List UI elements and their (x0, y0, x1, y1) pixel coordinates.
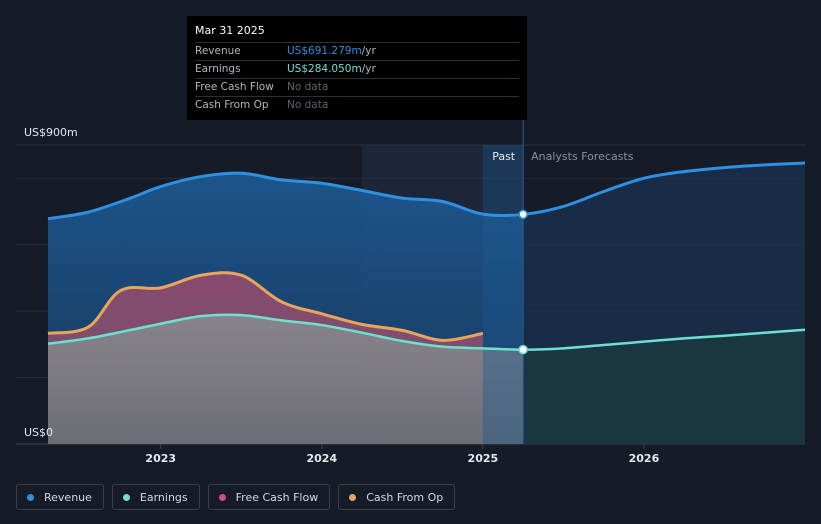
tooltip-label: Cash From Op (195, 99, 269, 111)
legend-dot-icon (27, 493, 34, 501)
tooltip-row-revenue: Revenue US$691.279m /yr (195, 43, 519, 61)
x-tick-label: 2026 (629, 452, 660, 465)
legend-dot-icon (218, 493, 226, 501)
tooltip-label: Revenue (195, 45, 241, 57)
legend-dot-icon (122, 493, 130, 501)
earnings-line (47, 313, 806, 351)
past-label: Past (492, 150, 516, 163)
legend-dot-icon (349, 493, 357, 501)
legend: Revenue Earnings Free Cash Flow Cash Fro… (16, 484, 463, 510)
recent-segment-overlay (482, 145, 524, 444)
cash-from-op-line (47, 271, 484, 342)
marker-earnings (518, 344, 528, 355)
earnings-area-forecast (523, 329, 805, 444)
tooltip-value: No data (287, 99, 329, 111)
tooltip-label: Free Cash Flow (195, 81, 274, 93)
tooltip-date: Mar 31 2025 (195, 23, 519, 43)
legend-label: Earnings (139, 490, 188, 504)
earnings-area-past (48, 314, 524, 444)
tooltip-row-free-cash-flow: Free Cash Flow No data (195, 79, 519, 97)
legend-item-revenue[interactable]: Revenue (16, 484, 104, 510)
legend-label: Revenue (44, 490, 92, 504)
chart: US$900m US$0 Past Analysts Forecasts 2023 202… (16, 120, 806, 465)
tooltip-row-cash-from-op: Cash From Op No data (195, 97, 519, 114)
legend-item-free-cash-flow[interactable]: Free Cash Flow (207, 484, 331, 510)
legend-label: Cash From Op (366, 490, 444, 504)
tooltip-value: US$691.279m (287, 45, 362, 57)
legend-label: Free Cash Flow (235, 490, 319, 504)
legend-item-cash-from-op[interactable]: Cash From Op (338, 484, 456, 510)
y-axis-bottom-label: US$0 (24, 426, 53, 439)
tooltip-unit: /yr (361, 45, 376, 57)
tooltip-unit: /yr (361, 63, 376, 75)
forecast-label: Analysts Forecasts (531, 150, 634, 163)
tooltip-label: Earnings (195, 63, 241, 75)
tooltip: Mar 31 2025 Revenue US$691.279m /yr Earn… (187, 16, 527, 120)
tooltip-value: US$284.050m (287, 63, 362, 75)
tooltip-row-earnings: Earnings US$284.050m /yr (195, 61, 519, 79)
x-tick-label: 2024 (306, 452, 337, 465)
revenue-line (47, 161, 806, 221)
y-axis-top-label: US$900m (24, 126, 78, 139)
tooltip-value: No data (287, 81, 329, 93)
x-tick-label: 2023 (145, 452, 176, 465)
marker-revenue (518, 209, 528, 220)
legend-item-earnings[interactable]: Earnings (111, 484, 200, 510)
x-tick-label: 2025 (468, 452, 499, 465)
